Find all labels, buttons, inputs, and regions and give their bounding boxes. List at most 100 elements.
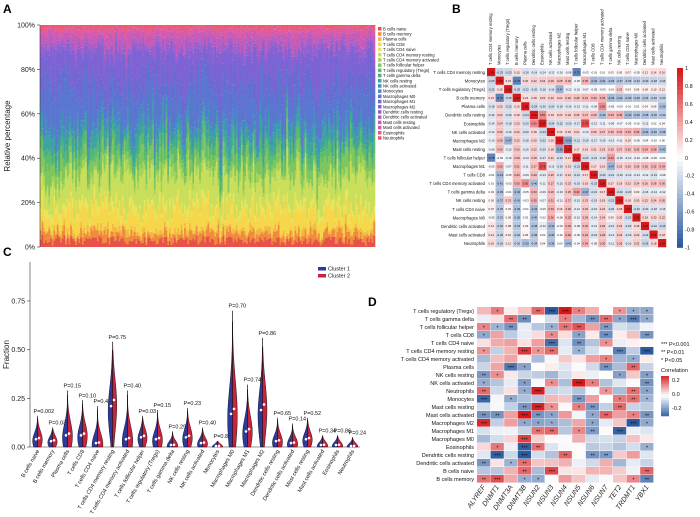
bar-segment <box>86 32 89 39</box>
bar-segment <box>244 181 247 200</box>
bar-segment <box>147 128 150 135</box>
bar-segment <box>120 229 123 236</box>
cell-value: 0.29 <box>591 113 597 117</box>
bar-segment <box>93 27 96 32</box>
bar-segment <box>40 25 42 26</box>
heat-cell <box>529 119 538 128</box>
bar-segment <box>65 68 68 72</box>
bar-segment <box>364 40 367 47</box>
bar-segment <box>287 25 290 28</box>
bar-segment <box>123 71 126 84</box>
bar-segment <box>150 75 153 84</box>
bar-segment <box>132 201 135 212</box>
bar-segment <box>344 85 347 110</box>
bar-segment <box>184 204 187 213</box>
bar-segment <box>70 46 73 54</box>
bar-segment <box>266 27 269 32</box>
bar-segment <box>281 161 284 164</box>
bar-segment <box>235 169 238 172</box>
bar-segment <box>287 41 290 49</box>
bar-segment <box>58 31 61 37</box>
bar-segment <box>266 126 269 131</box>
bar-segment <box>287 120 290 130</box>
bar-segment <box>333 138 336 144</box>
cell-value: 1.00 <box>557 139 563 143</box>
heat-cell <box>563 76 573 85</box>
heat-cell <box>572 68 581 77</box>
bar-segment <box>195 145 198 150</box>
bar-segment <box>170 148 173 155</box>
bar-segment <box>308 37 310 42</box>
bar-segment <box>316 137 319 145</box>
bar-segment <box>142 218 145 228</box>
bar-segment <box>46 51 49 68</box>
bar-segment <box>122 150 125 155</box>
bar-segment <box>50 25 53 27</box>
bar-segment <box>261 120 264 131</box>
bar-segment <box>359 114 362 123</box>
bar-segment <box>58 40 61 44</box>
bar-segment <box>127 30 130 48</box>
bar-segment <box>353 149 356 167</box>
bar-segment <box>220 221 223 231</box>
bar-segment <box>55 172 58 176</box>
y-tick-label: 80% <box>21 67 35 74</box>
bar-segment <box>210 166 213 171</box>
bar-segment <box>334 236 337 244</box>
bar-segment <box>90 143 93 149</box>
heat-cell <box>487 119 496 128</box>
bar-segment <box>60 181 63 214</box>
bar-segment <box>225 201 228 225</box>
bar-segment <box>98 186 101 194</box>
bar-segment <box>232 60 235 72</box>
bar-segment <box>165 70 168 85</box>
bar-segment <box>287 234 290 240</box>
bar-segment <box>135 134 138 152</box>
bar-segment <box>354 25 357 29</box>
bar-segment <box>70 195 73 224</box>
heat-cell <box>512 85 521 94</box>
bar-segment <box>299 235 302 240</box>
bar-segment <box>51 157 54 164</box>
bar-segment <box>81 140 84 155</box>
bar-segment <box>314 221 317 230</box>
bar-segment <box>346 243 349 247</box>
bar-segment <box>251 163 254 173</box>
bar-segment <box>256 39 259 45</box>
bar-segment <box>205 130 208 142</box>
bar-segment <box>373 27 376 32</box>
bar-segment <box>210 227 213 230</box>
bar-segment <box>163 25 166 28</box>
bar-segment <box>296 199 299 210</box>
bar-segment <box>266 88 269 108</box>
bar-segment <box>356 25 359 27</box>
bar-segment <box>207 223 210 236</box>
cell-value: -0.11 <box>599 122 606 126</box>
bar-segment <box>344 27 347 31</box>
bar-segment <box>180 146 183 151</box>
heat-cell <box>487 76 496 85</box>
bar-segment <box>302 198 305 209</box>
bar-segment <box>175 125 178 136</box>
bar-segment <box>369 133 372 141</box>
bar-segment <box>363 242 366 247</box>
bar-segment <box>140 168 143 178</box>
bar-segment <box>313 43 316 55</box>
bar-segment <box>123 141 126 155</box>
bar-segment <box>65 43 68 51</box>
bar-segment <box>269 33 272 36</box>
bar-segment <box>246 204 249 209</box>
bar-segment <box>219 49 222 53</box>
bar-segment <box>174 205 176 211</box>
legend-label: T cells gamma delta <box>383 73 421 78</box>
cell-value: -0.47 <box>608 164 615 168</box>
bar-segment <box>214 146 217 156</box>
cell-value: -0.13 <box>591 122 598 126</box>
bar-segment <box>81 25 84 28</box>
bar-segment <box>140 240 143 244</box>
bar-segment <box>313 165 316 195</box>
bar-segment <box>56 234 59 247</box>
bar-segment <box>323 210 326 231</box>
bar-segment <box>195 201 198 225</box>
bar-segment <box>217 200 220 219</box>
